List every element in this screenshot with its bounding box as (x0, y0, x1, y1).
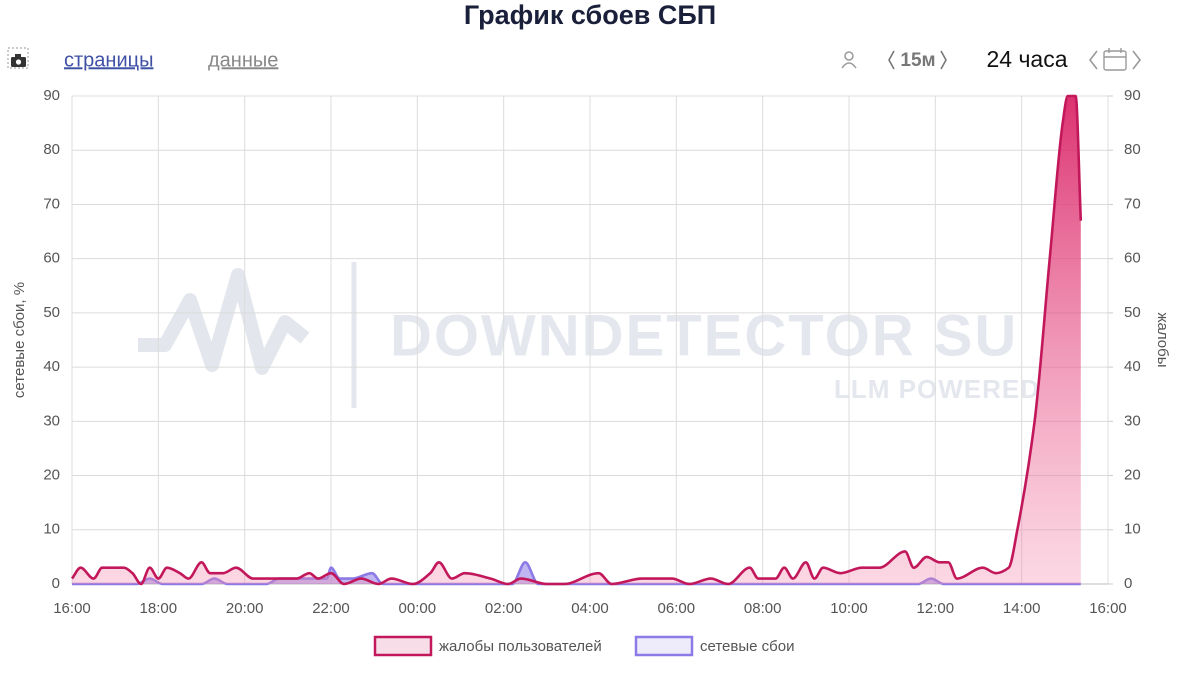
y-tick-label: 90 (43, 87, 60, 104)
camera-icon[interactable] (7, 47, 29, 69)
y2-tick-label: 70 (1124, 195, 1141, 212)
y2-tick-label: 90 (1124, 87, 1141, 104)
y-tick-label: 40 (43, 358, 60, 375)
x-tick-label: 16:00 (1089, 600, 1127, 617)
y2-tick-label: 10 (1124, 521, 1141, 538)
y-tick-label: 50 (43, 304, 60, 321)
range-next[interactable] (1132, 50, 1142, 70)
chart-title: График сбоев СБП (464, 0, 716, 30)
x-tick-label: 08:00 (744, 600, 782, 617)
x-tick-label: 22:00 (312, 600, 350, 617)
y2-tick-label: 20 (1124, 467, 1141, 484)
y-axis-label: сетевые сбои, % (11, 282, 28, 398)
calendar-icon[interactable] (1103, 48, 1127, 71)
legend-item: жалобы пользователей (373, 635, 602, 657)
legend-label: жалобы пользователей (439, 638, 602, 655)
x-tick-label: 18:00 (140, 600, 178, 617)
legend-item: сетевые сбои (634, 635, 794, 657)
range[interactable]: 24 часа (986, 46, 1067, 72)
x-tick-label: 04:00 (571, 600, 609, 617)
x-tick-label: 16:00 (53, 600, 91, 617)
y-tick-label: 10 (43, 521, 60, 538)
data-link[interactable]: данные (208, 49, 278, 71)
range-prev[interactable] (1088, 50, 1098, 70)
y2-tick-label: 0 (1124, 575, 1132, 592)
y2-axis-label: жалобы (1154, 312, 1171, 367)
y-tick-label: 70 (43, 195, 60, 212)
user-icon[interactable] (841, 51, 857, 69)
interval-next[interactable] (940, 50, 947, 70)
x-tick-label: 02:00 (485, 600, 523, 617)
legend-label: сетевые сбои (700, 638, 794, 655)
legend-swatch (634, 635, 694, 657)
legend-swatch (373, 635, 433, 657)
y-tick-label: 60 (43, 250, 60, 267)
interval[interactable]: 15м (900, 50, 935, 71)
pages-link[interactable]: страницы (64, 49, 153, 71)
x-tick-label: 14:00 (1003, 600, 1041, 617)
y2-tick-label: 40 (1124, 358, 1141, 375)
x-tick-label: 00:00 (399, 600, 437, 617)
y-tick-label: 30 (43, 412, 60, 429)
y-tick-label: 0 (52, 575, 60, 592)
watermark: DOWNDETECTOR SU (390, 303, 1018, 368)
y-tick-label: 20 (43, 467, 60, 484)
y-tick-label: 80 (43, 141, 60, 158)
watermark-sub: LLM POWERED (834, 374, 1040, 404)
x-tick-label: 20:00 (226, 600, 264, 617)
interval-prev[interactable] (888, 50, 895, 70)
y2-tick-label: 50 (1124, 304, 1141, 321)
x-tick-label: 12:00 (917, 600, 955, 617)
x-tick-label: 10:00 (830, 600, 868, 617)
watermark-logo (138, 262, 357, 408)
y2-tick-label: 80 (1124, 141, 1141, 158)
x-tick-label: 06:00 (658, 600, 696, 617)
series-line (70, 94, 1083, 586)
y2-tick-label: 60 (1124, 250, 1141, 267)
y2-tick-label: 30 (1124, 412, 1141, 429)
